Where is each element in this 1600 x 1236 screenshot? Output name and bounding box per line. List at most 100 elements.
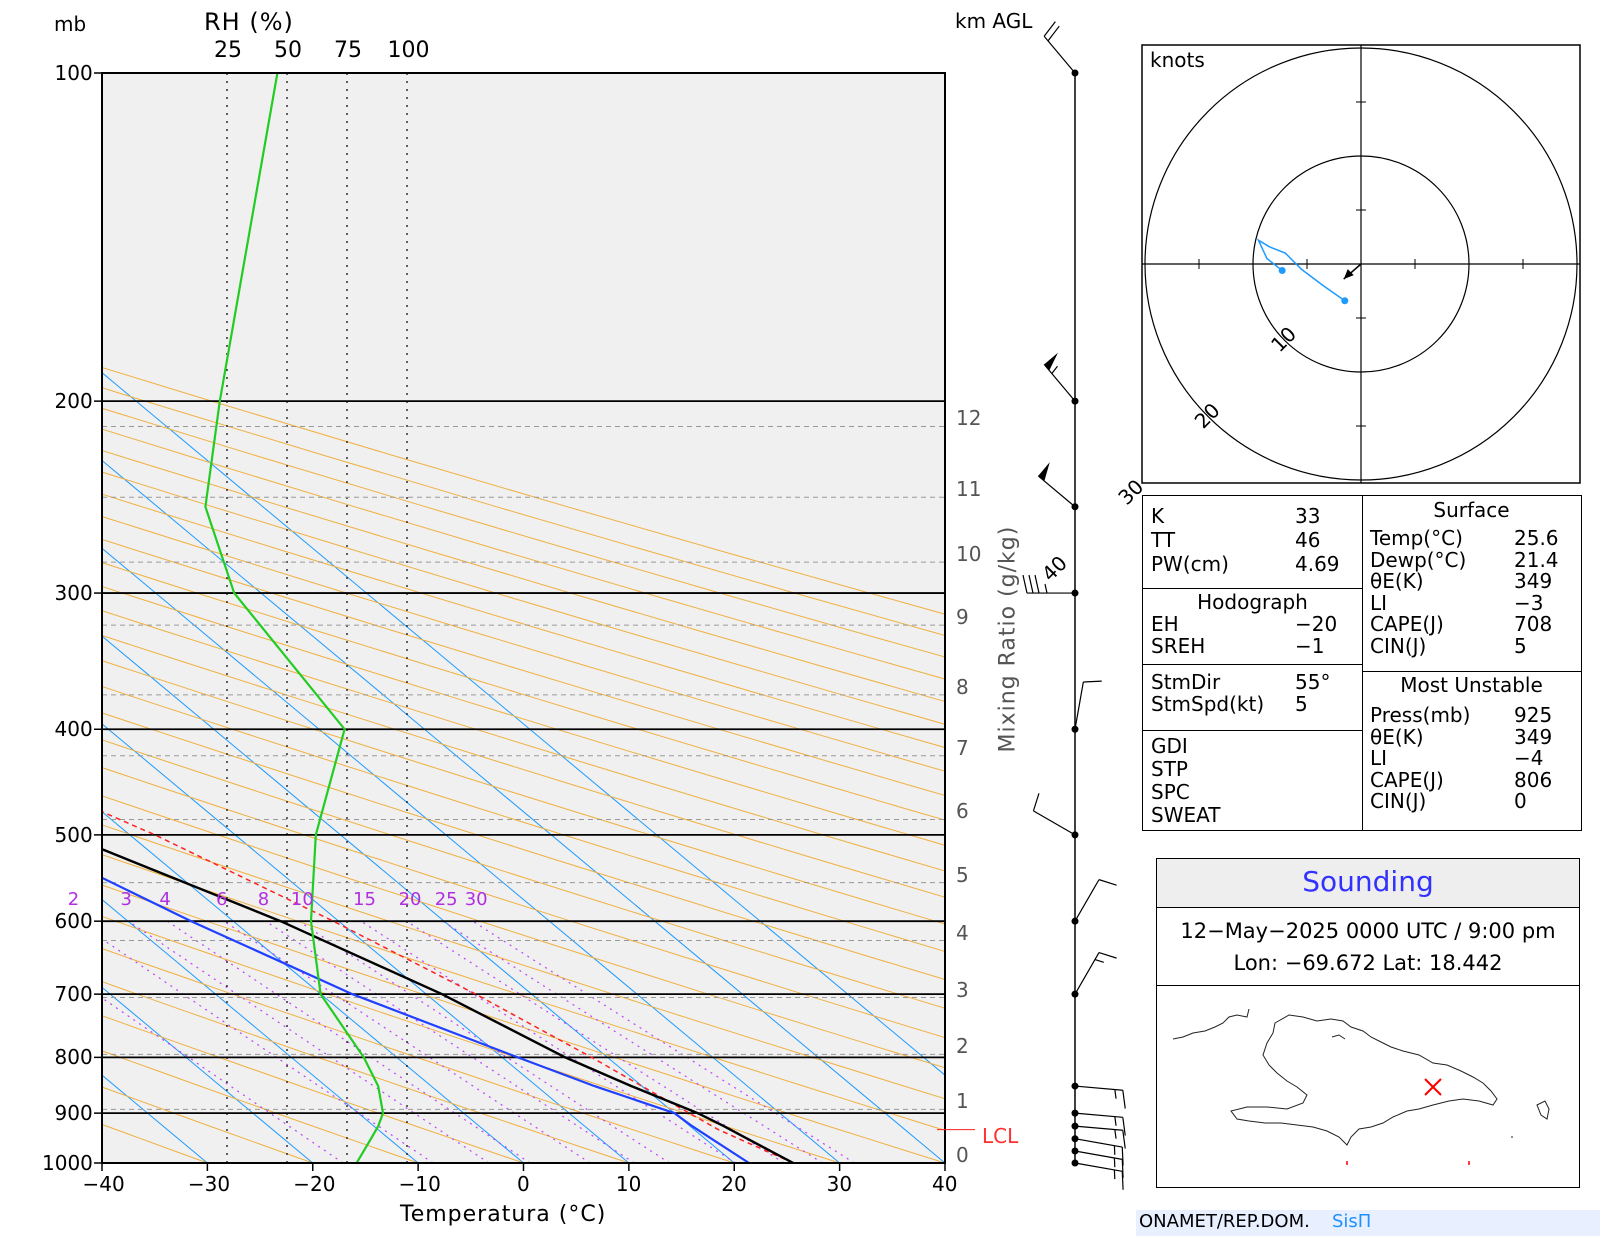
temperature-tick-label: 30 <box>826 1172 853 1196</box>
index-name: STP <box>1151 757 1188 781</box>
index-name: SWEAT <box>1151 803 1221 827</box>
index-name: TT <box>1151 528 1176 552</box>
wind-barb-feather <box>1051 365 1058 374</box>
pressure-tick-label: 400 <box>54 717 93 742</box>
hodograph-point <box>1278 266 1286 274</box>
height-tick-label: 10 <box>956 542 982 567</box>
pressure-tick-label: 100 <box>54 61 93 85</box>
temperature-tick-label: 20 <box>721 1172 747 1196</box>
dry-adiabat-line <box>102 948 735 1163</box>
rh-tick-label: 25 <box>214 38 242 63</box>
wind-barb <box>1074 1085 1123 1091</box>
isotherm-line <box>102 811 524 1163</box>
height-tick-label: 4 <box>956 920 969 945</box>
rh-tick-label: 50 <box>274 38 302 63</box>
temperature-line <box>102 847 794 1163</box>
sounding-header: Sounding <box>1157 859 1579 908</box>
wind-barb-feather <box>1047 25 1060 42</box>
index-name: Temp(°C) <box>1370 526 1463 550</box>
pressure-tick-label: 600 <box>54 909 93 934</box>
dry-adiabat-line <box>102 428 945 680</box>
most-unstable-section-title: Most Unstable <box>1400 673 1543 697</box>
wind-barb <box>1043 35 1076 74</box>
mixing-ratio-axis-label: Mixing Ratio (g/kg) <box>995 525 1021 753</box>
index-name: StmDir <box>1151 670 1221 694</box>
index-value: 925 <box>1514 703 1553 727</box>
index-value: 349 <box>1514 724 1553 749</box>
dry-adiabat-line <box>102 824 945 1100</box>
index-name: Dewp(°C) <box>1370 547 1467 572</box>
wind-barb <box>1074 681 1084 730</box>
plot-background <box>102 73 945 1163</box>
isotherm-line <box>102 635 735 1163</box>
index-value: −4 <box>1514 746 1544 770</box>
index-name: CIN(J) <box>1370 789 1427 813</box>
index-value: 5 <box>1295 692 1308 716</box>
index-value: −20 <box>1295 612 1338 636</box>
footer-brand: SisΠ <box>1332 1211 1372 1232</box>
mixing-ratio-label: 15 <box>353 889 376 911</box>
dry-adiabat-line <box>102 366 945 615</box>
temperature-tick-label: −10 <box>398 1172 441 1196</box>
location-map <box>1172 1008 1550 1165</box>
index-value: 5 <box>1514 633 1527 658</box>
height-tick-label: 1 <box>956 1089 969 1114</box>
pressure-tick-label: 1000 <box>42 1151 93 1175</box>
index-name: K <box>1151 504 1165 528</box>
height-tick-label: 6 <box>956 799 969 824</box>
mixing-ratio-label: 6 <box>216 889 228 911</box>
hodograph-curve <box>1256 238 1346 302</box>
dry-adiabat-line <box>102 767 945 1039</box>
temperature-tick-label: −40 <box>82 1172 125 1196</box>
dry-adiabat-line <box>102 634 945 898</box>
pressure-tick-label: 700 <box>54 982 93 1007</box>
footer-bar: ONAMET/REP.DOM. SisΠ <box>1136 1210 1600 1236</box>
wind-barb-feather <box>1022 574 1028 594</box>
index-name: SPC <box>1151 780 1190 804</box>
dewpoint-line <box>102 876 750 1163</box>
height-tick-label: 8 <box>956 674 969 699</box>
pressure-tick-label: 500 <box>54 822 93 847</box>
mixing-ratio-label: 25 <box>434 889 458 911</box>
hodograph-units-label: knots <box>1150 48 1205 72</box>
index-name: Press(mb) <box>1370 703 1471 727</box>
height-tick-label: 9 <box>956 605 969 630</box>
mixing-ratio-line <box>265 920 635 1163</box>
index-value: 25.6 <box>1514 526 1559 550</box>
wind-barb <box>1074 952 1100 995</box>
index-name: GDI <box>1151 734 1188 758</box>
index-name: LI <box>1370 746 1388 770</box>
height-axis-label: km AGL <box>955 9 1033 33</box>
wind-barb-feather <box>1122 1090 1126 1109</box>
hodograph-section-title: Hodograph <box>1197 590 1308 614</box>
wind-barb-feather <box>1114 1089 1117 1099</box>
isotherm-line <box>102 898 419 1163</box>
isotherm-line <box>102 372 945 1076</box>
sounding-info-box: Sounding 12−May−2025 0000 UTC / 9:00 pm … <box>1156 858 1580 1188</box>
dry-adiabat-line <box>102 981 630 1163</box>
height-tick-label: 12 <box>956 406 982 431</box>
rh-profile-line <box>204 73 385 1163</box>
pressure-tick-label: 300 <box>54 581 93 606</box>
temperature-tick-label: 10 <box>615 1172 642 1196</box>
wind-barb-feather <box>1122 1117 1126 1136</box>
wind-barb-feather <box>1094 958 1104 963</box>
mixing-ratio-label: 2 <box>67 889 80 911</box>
index-name: PW(cm) <box>1151 552 1229 576</box>
indices-panel: K 33 TT 46 PW(cm) 4.69 EH −20 SREH −1 StmDir 55° Stm… <box>1142 495 1582 831</box>
wind-barb-feather <box>1114 1129 1117 1139</box>
index-value: −3 <box>1514 590 1544 615</box>
wind-barb-flag <box>1038 462 1050 482</box>
pressure-axis-label: mb <box>54 12 87 36</box>
index-value: −1 <box>1295 634 1325 658</box>
index-name: θE(K) <box>1370 724 1424 749</box>
index-name: CAPE(J) <box>1370 612 1444 636</box>
pressure-tick-label: 900 <box>54 1101 93 1126</box>
wind-barb <box>1074 1138 1123 1148</box>
height-tick-label: 0 <box>956 1143 969 1167</box>
dry-adiabat-line <box>102 1050 419 1163</box>
height-tick-label: 11 <box>956 477 982 502</box>
mixing-ratio-label: 8 <box>257 889 270 911</box>
index-value: 33 <box>1295 504 1321 528</box>
